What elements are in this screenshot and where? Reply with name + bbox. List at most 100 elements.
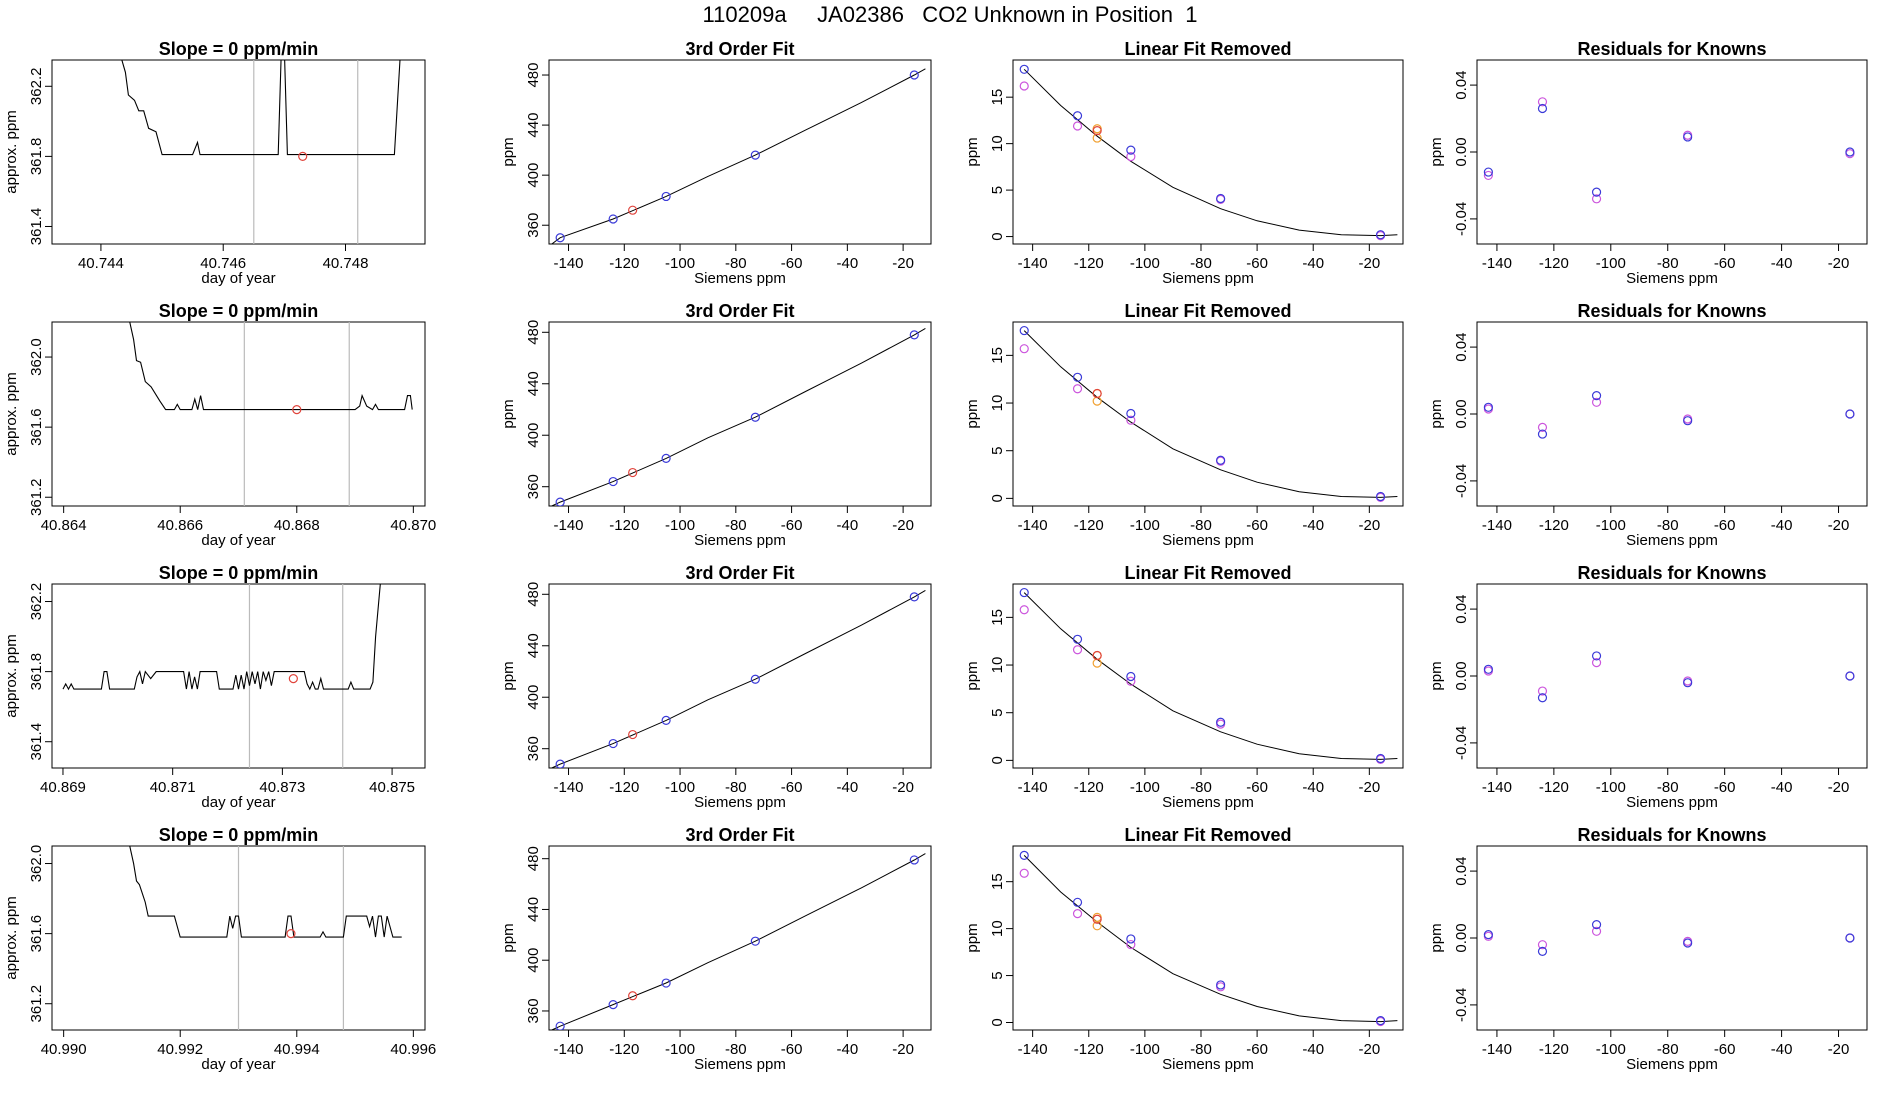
- known-point: [1845, 409, 1855, 419]
- y-tick-label: 360: [525, 998, 542, 1023]
- panel-r1c2: 3rd Order Fit -140 -120 -100 -80 -60 -40 -20 360…: [500, 39, 932, 287]
- x-tick-label: 40.748: [323, 255, 369, 272]
- y-axis-label: ppm: [500, 399, 517, 428]
- x-axis-label: Siemens ppm: [694, 1056, 786, 1073]
- x-tick-label: 40.744: [78, 255, 124, 272]
- known-point: [1019, 587, 1029, 598]
- plot-area: [1019, 325, 1398, 503]
- trace-line: [62, 584, 381, 691]
- known-point: [1591, 651, 1602, 661]
- panel-r3c1: Slope = 0 ppm/min 40.869 40.871 40.873 40.87…: [3, 563, 426, 811]
- unknown-point: [1092, 914, 1102, 924]
- panel-title: Residuals for Knowns: [1577, 39, 1766, 59]
- known-point: [661, 978, 671, 988]
- panel-r2c3: Linear Fit Removed -140 -120 -100 -80 -60 -40 -…: [964, 301, 1404, 549]
- plot-frame: [548, 583, 932, 769]
- y-tick-label: 10: [989, 920, 1006, 937]
- y-tick-label: 15: [989, 873, 1006, 890]
- alt-point: [1537, 686, 1548, 696]
- x-tick-label: -100: [1130, 1041, 1160, 1058]
- x-tick-label: -80: [1657, 517, 1679, 534]
- x-tick-label: -40: [1771, 255, 1793, 272]
- x-tick-label: -140: [554, 1041, 584, 1058]
- x-axis-label: day of year: [201, 532, 275, 549]
- x-tick-label: -40: [837, 255, 859, 272]
- y-tick-label: 0.04: [1453, 70, 1470, 99]
- x-tick-label: -20: [1828, 255, 1850, 272]
- alt-point: [1591, 397, 1602, 407]
- x-tick-label: -80: [725, 517, 747, 534]
- known-point: [1591, 187, 1602, 197]
- x-axis-label: Siemens ppm: [1162, 794, 1254, 811]
- x-tick-label: -140: [554, 517, 584, 534]
- known-point: [750, 674, 760, 684]
- x-tick-label: -120: [609, 255, 639, 272]
- alt-point: [1072, 908, 1083, 919]
- plot-area: [551, 589, 926, 768]
- x-axis-label: Siemens ppm: [1162, 1056, 1254, 1073]
- x-tick-label: -60: [1714, 779, 1736, 796]
- plot-area: [1483, 97, 1855, 204]
- y-axis-label: approx. ppm: [3, 110, 20, 193]
- known-point: [1216, 455, 1226, 465]
- unknown-point: [292, 405, 302, 415]
- x-tick-label: -40: [1771, 779, 1793, 796]
- known-point: [555, 759, 565, 768]
- y-tick-label: 480: [525, 846, 542, 871]
- y-tick-label: -0.04: [1453, 464, 1470, 498]
- panel-title: Linear Fit Removed: [1124, 563, 1291, 583]
- x-tick-label: -20: [892, 255, 914, 272]
- x-tick-label: -100: [1596, 255, 1626, 272]
- y-tick-label: 0.00: [1453, 923, 1470, 952]
- y-tick-label: 480: [525, 63, 542, 88]
- y-tick-label: 360: [525, 736, 542, 761]
- y-tick-label: 480: [525, 582, 542, 607]
- y-axis-label: approx. ppm: [3, 372, 20, 455]
- unknown-point: [1092, 650, 1102, 661]
- x-tick-label: -40: [1302, 517, 1324, 534]
- y-tick-label: 0.04: [1453, 594, 1470, 623]
- y-axis-label: ppm: [1428, 923, 1445, 952]
- x-tick-label: -120: [1074, 779, 1104, 796]
- x-tick-label: -100: [665, 1041, 695, 1058]
- y-tick-label: 400: [525, 685, 542, 710]
- known-point: [1845, 671, 1855, 681]
- x-tick-label: -40: [1771, 1041, 1793, 1058]
- plot-frame: [548, 321, 932, 507]
- x-tick-label: -140: [1482, 1041, 1512, 1058]
- panel-r3c2: 3rd Order Fit -140 -120 -100 -80 -60 -40 -20 360…: [500, 563, 932, 811]
- y-tick-label: 361.8: [28, 138, 45, 176]
- unknown-point: [1092, 126, 1102, 136]
- known-point: [661, 453, 671, 463]
- x-tick-label: -140: [1482, 517, 1512, 534]
- x-axis-label: Siemens ppm: [1626, 532, 1718, 549]
- x-tick-label: -60: [781, 517, 803, 534]
- y-tick-label: 5: [989, 186, 1006, 194]
- x-axis-label: day of year: [201, 794, 275, 811]
- panel-title: 3rd Order Fit: [685, 301, 794, 321]
- x-tick-label: 40.864: [41, 517, 87, 534]
- known-point: [1483, 167, 1493, 177]
- x-tick-label: -120: [609, 517, 639, 534]
- x-tick-label: -60: [781, 1041, 803, 1058]
- x-tick-label: -100: [1596, 517, 1626, 534]
- y-axis-label: ppm: [1428, 137, 1445, 166]
- alt-point: [1537, 422, 1548, 432]
- y-tick-label: 362.0: [28, 845, 45, 883]
- x-tick-label: -40: [1302, 1041, 1324, 1058]
- panel-title: Residuals for Knowns: [1577, 301, 1766, 321]
- known-point: [1845, 147, 1855, 157]
- x-tick-label: -120: [1074, 517, 1104, 534]
- panel-title: Residuals for Knowns: [1577, 825, 1766, 845]
- x-axis-label: Siemens ppm: [694, 794, 786, 811]
- fit-curve: [1023, 68, 1398, 237]
- known-point: [1683, 132, 1693, 142]
- y-axis-label: ppm: [964, 661, 981, 690]
- trace-line: [129, 846, 402, 938]
- x-tick-label: -80: [725, 255, 747, 272]
- alt-point: [1126, 939, 1136, 950]
- y-tick-label: 5: [989, 971, 1006, 979]
- x-tick-label: -20: [892, 779, 914, 796]
- unknown-point: [628, 991, 638, 1001]
- orange-point: [1092, 124, 1102, 134]
